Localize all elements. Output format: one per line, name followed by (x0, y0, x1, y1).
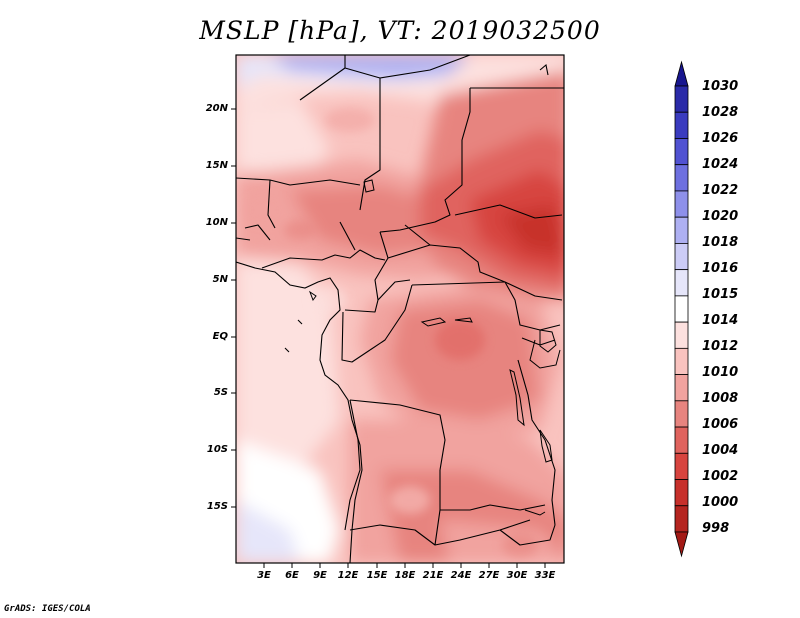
colorbar-segment (674, 85, 689, 113)
colorbar-label: 1004 (702, 443, 739, 458)
lon-label-9e: 9E (313, 570, 327, 581)
colorbar-label: 1006 (702, 417, 739, 432)
lon-label-27e: 27E (478, 570, 500, 581)
colorbar-label: 1024 (702, 157, 739, 172)
colorbar-label: 1018 (702, 235, 739, 250)
colorbar-segment (674, 505, 689, 533)
lon-label-12e: 12E (337, 570, 359, 581)
colorbar-segment (674, 243, 689, 271)
colorbar-label: 1002 (702, 469, 739, 484)
colorbar-label: 1020 (702, 209, 739, 224)
coastline (236, 63, 549, 563)
lat-label-10s: 10S (206, 444, 228, 455)
lon-label-21e: 21E (422, 570, 444, 581)
lat-label-20n: 20N (205, 103, 228, 114)
colorbar-label: 1010 (702, 365, 739, 380)
colorbar-segment (674, 400, 689, 428)
colorbar-label: 1030 (702, 79, 739, 94)
lon-label-6e: 6E (285, 570, 299, 581)
colorbar-segment (674, 190, 689, 218)
colorbar-segment (674, 269, 689, 297)
lat-label-15s: 15S (206, 501, 228, 512)
lakes (308, 179, 561, 516)
colorbar-label: 1016 (702, 261, 739, 276)
pressure-field (236, 55, 564, 563)
lon-label-18e: 18E (394, 570, 416, 581)
lon-label-24e: 24E (450, 570, 472, 581)
colorbar-label: 1014 (702, 313, 739, 328)
lon-label-3e: 3E (257, 570, 271, 581)
colorbar-segment (674, 479, 689, 507)
colorbar-label: 1028 (702, 105, 739, 120)
colorbar-label: 1015 (702, 287, 739, 302)
colorbar-segment (674, 295, 689, 323)
colorbar-label: 1026 (702, 131, 739, 146)
colorbar-segment (674, 321, 689, 349)
lon-label-15e: 15E (366, 570, 388, 581)
longitude-ticks (263, 563, 546, 568)
colorbar (674, 60, 689, 558)
latitude-ticks (231, 108, 236, 508)
colorbar-segment (674, 111, 689, 139)
colorbar-label: 1000 (702, 495, 739, 510)
colorbar-segment (674, 531, 689, 558)
colorbar-label: 998 (702, 521, 730, 536)
lat-label-15n: 15N (205, 160, 228, 171)
lat-label-5s: 5S (213, 387, 228, 398)
lat-label-eq: EQ (212, 331, 228, 342)
colorbar-segment (674, 60, 689, 87)
credit-text: GrADS: IGES/COLA (4, 604, 91, 614)
colorbar-segment (674, 452, 689, 480)
lat-label-5n: 5N (212, 274, 228, 285)
colorbar-label: 1012 (702, 339, 739, 354)
colorbar-label: 1008 (702, 391, 739, 406)
lon-label-30e: 30E (506, 570, 528, 581)
colorbar-segment (674, 164, 689, 192)
lon-label-33e: 33E (534, 570, 556, 581)
colorbar-segment (674, 347, 689, 375)
lat-label-10n: 10N (205, 217, 228, 228)
colorbar-segment (674, 426, 689, 454)
colorbar-segment (674, 216, 689, 244)
colorbar-segment (674, 374, 689, 402)
map-title: MSLP [hPa], VT: 2019032500 (199, 16, 601, 45)
map-frame (235, 54, 565, 564)
colorbar-label: 1022 (702, 183, 739, 198)
colorbar-segment (674, 138, 689, 166)
country-borders (236, 55, 564, 546)
